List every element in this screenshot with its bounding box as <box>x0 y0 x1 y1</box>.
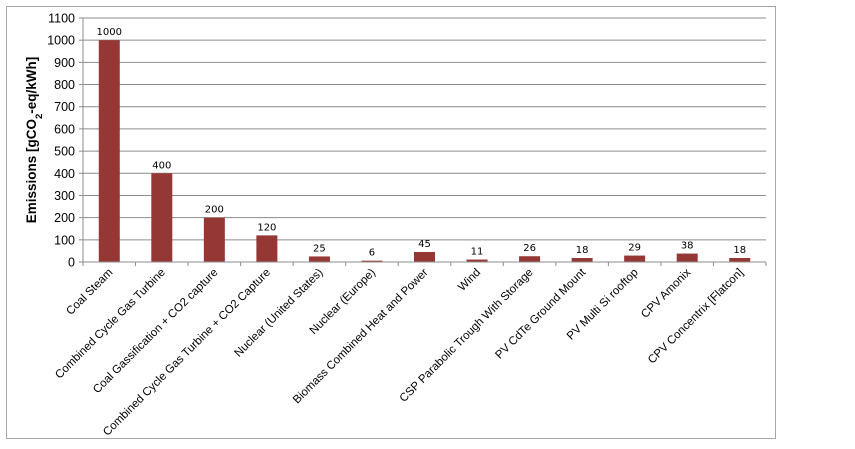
bar <box>519 256 541 262</box>
x-category-label: Wind <box>456 267 483 294</box>
data-label: 18 <box>576 245 589 256</box>
y-axis-title-suffix: -eq/kWh] <box>24 57 39 114</box>
x-category-label: Combined Cycle Gas Turbine <box>53 267 168 382</box>
y-axis-title-prefix: Emissions [gCO <box>24 119 39 223</box>
y-tick-label: 1100 <box>48 12 75 26</box>
y-tick-label: 0 <box>68 256 75 270</box>
data-label: 26 <box>523 243 536 254</box>
x-category-label: Coal Steam <box>64 267 115 318</box>
bar <box>98 40 120 262</box>
bar <box>466 259 488 262</box>
y-axis-title-subscript: 2 <box>34 114 45 119</box>
y-tick-label: 600 <box>54 122 75 136</box>
bar <box>414 252 435 262</box>
data-label: 38 <box>681 241 694 252</box>
y-tick-label: 800 <box>54 78 75 92</box>
data-label: 6 <box>369 248 375 259</box>
y-tick-label: 100 <box>54 233 75 247</box>
bar <box>624 255 646 262</box>
y-tick-label: 300 <box>54 189 75 203</box>
data-label: 45 <box>418 239 431 250</box>
y-tick-label: 500 <box>54 145 75 159</box>
y-tick-label: 900 <box>54 56 75 70</box>
y-tick-label: 400 <box>54 167 75 181</box>
axes <box>82 18 766 263</box>
gridlines <box>79 17 767 266</box>
bar <box>729 258 751 262</box>
data-label: 200 <box>205 205 224 216</box>
data-label: 29 <box>628 243 641 254</box>
y-axis-title: Emissions [gCO2-eq/kWh] <box>24 57 45 224</box>
data-label: 25 <box>313 243 326 254</box>
y-tick-label: 200 <box>54 211 75 225</box>
data-label: 1000 <box>97 27 122 38</box>
x-category-label: Nuclear (United States) <box>233 267 326 360</box>
data-label: 400 <box>152 160 171 171</box>
x-category-label: CPV Concentrix [Flatcon] <box>646 267 746 367</box>
bar <box>256 235 278 262</box>
chart-frame <box>6 6 776 439</box>
x-category-label: PV CdTe Ground Mount <box>493 266 588 361</box>
y-tick-label: 700 <box>54 100 75 114</box>
data-label: 18 <box>733 245 746 256</box>
x-category-label: CPV Amonix <box>639 266 693 320</box>
bar <box>151 173 173 262</box>
bars <box>98 40 751 262</box>
bar <box>308 256 330 262</box>
bar <box>571 258 593 262</box>
data-label: 120 <box>257 222 276 233</box>
y-tick-label: 1000 <box>47 34 75 48</box>
bar <box>361 260 383 262</box>
bar <box>676 253 698 262</box>
bar <box>203 217 225 262</box>
data-label: 11 <box>471 247 484 258</box>
